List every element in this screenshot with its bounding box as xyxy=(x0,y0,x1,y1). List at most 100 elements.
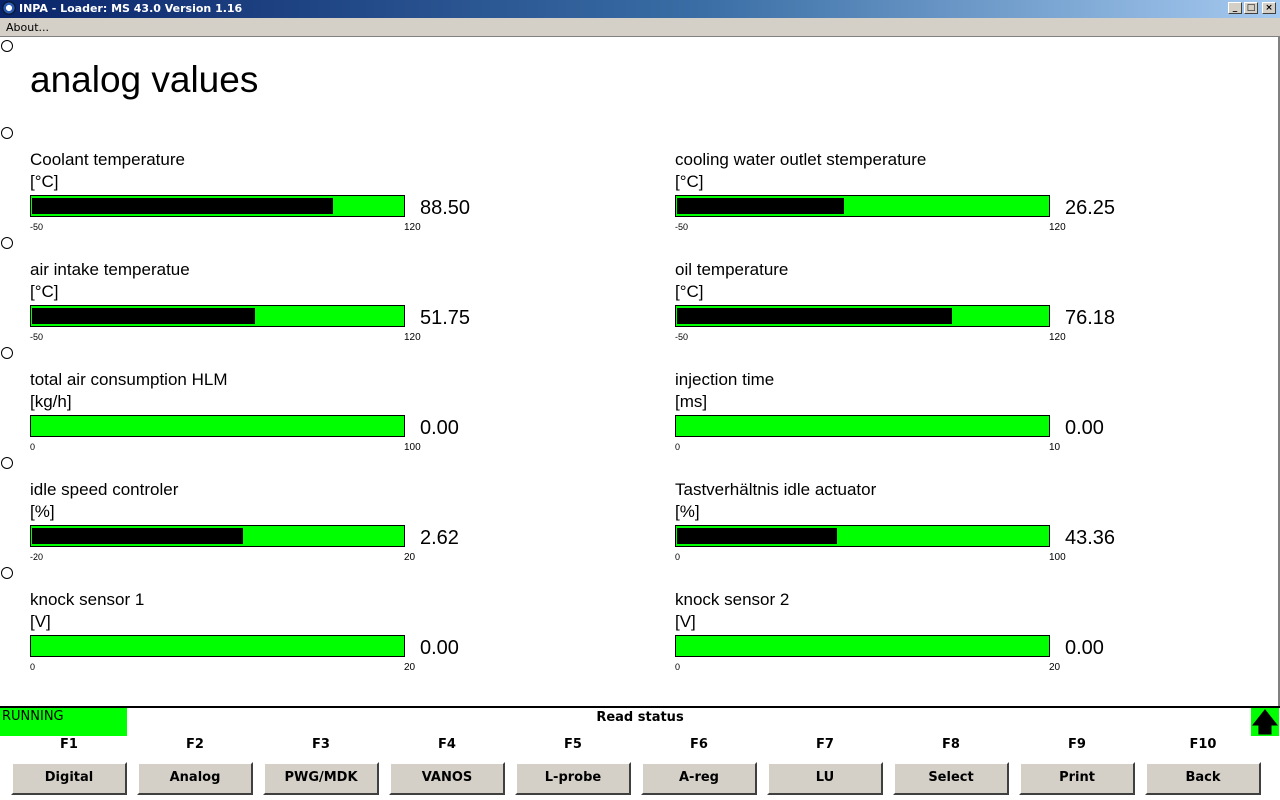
gauge-bar xyxy=(30,195,405,217)
gauge-label: Coolant temperature xyxy=(30,150,185,169)
gauge-value: 0.00 xyxy=(420,637,459,659)
radio-button[interactable] xyxy=(1,457,13,469)
gauge-label: Tastverhältnis idle actuator xyxy=(675,480,877,499)
gauge: knock sensor 2 [V] 0.00 0 20 xyxy=(675,590,1135,680)
gauge-label: idle speed controler xyxy=(30,480,179,499)
gauge-value: 51.75 xyxy=(420,307,471,329)
fkey-button-a-reg[interactable]: A-reg xyxy=(641,762,757,795)
gauge-min: 0 xyxy=(675,662,681,672)
gauge-label: cooling water outlet stemperature xyxy=(675,150,927,169)
gauge-fill xyxy=(677,198,844,214)
gauge: air intake temperatue [°C] 51.75 -50 120 xyxy=(30,260,490,350)
gauge-value: 88.50 xyxy=(420,197,471,219)
fkey-button-digital[interactable]: Digital xyxy=(11,762,127,795)
gauge-value: 0.00 xyxy=(420,417,459,439)
menu-bar: About... xyxy=(0,18,1280,37)
gauge-fill xyxy=(677,528,837,544)
menu-about[interactable]: About... xyxy=(6,21,50,34)
gauge-value: 43.36 xyxy=(1065,527,1116,549)
gauge-bar xyxy=(675,635,1050,657)
fkey-button-l-probe[interactable]: L-probe xyxy=(515,762,631,795)
gauge-value: 0.00 xyxy=(1065,417,1104,439)
gauge-min: 0 xyxy=(675,552,681,562)
gauge-unit: [°C] xyxy=(30,172,59,191)
gauge: oil temperature [°C] 76.18 -50 120 xyxy=(675,260,1135,350)
gauge-bar xyxy=(30,415,405,437)
gauge: injection time [ms] 0.00 0 10 xyxy=(675,370,1135,460)
gauge-unit: [V] xyxy=(30,612,51,631)
fkey-button-print[interactable]: Print xyxy=(1019,762,1135,795)
fkey-label: F10 xyxy=(1189,737,1217,752)
gauge-fill xyxy=(677,308,952,324)
gauge-unit: [°C] xyxy=(30,282,59,301)
fkey-button-pwg-mdk[interactable]: PWG/MDK xyxy=(263,762,379,795)
gauge-bar xyxy=(675,195,1050,217)
gauge-unit: [%] xyxy=(675,502,700,521)
gauge: cooling water outlet stemperature [°C] 26.… xyxy=(675,150,1135,240)
gauge-unit: [°C] xyxy=(675,172,704,191)
gauge-min: -50 xyxy=(675,222,689,232)
gauge-max: 100 xyxy=(1049,552,1066,563)
gauge-min: -50 xyxy=(675,332,689,342)
radio-button[interactable] xyxy=(1,567,13,579)
gauge-label: air intake temperatue xyxy=(30,260,190,279)
gauge-value: 26.25 xyxy=(1065,197,1116,219)
fkey-button-lu[interactable]: LU xyxy=(767,762,883,795)
gauge-bar xyxy=(675,305,1050,327)
bmw-logo-icon xyxy=(2,1,16,15)
gauge-value: 2.62 xyxy=(420,527,459,549)
fkey-label: F8 xyxy=(942,737,960,752)
gauge-max: 10 xyxy=(1049,442,1061,453)
gauge-unit: [ms] xyxy=(675,392,708,411)
fkey-button-vanos[interactable]: VANOS xyxy=(389,762,505,795)
fkey-button-back[interactable]: Back xyxy=(1145,762,1261,795)
gauge-label: knock sensor 1 xyxy=(30,590,145,609)
radio-button[interactable] xyxy=(1,347,13,359)
gauge-label: oil temperature xyxy=(675,260,789,279)
gauge-bar xyxy=(675,525,1050,547)
gauge-min: 0 xyxy=(30,662,36,672)
gauge-max: 120 xyxy=(1049,332,1066,343)
fkey-label: F1 xyxy=(60,737,78,752)
fkey-label: F2 xyxy=(186,737,204,752)
gauge-label: total air consumption HLM xyxy=(30,370,228,389)
fkey-label: F4 xyxy=(438,737,456,752)
gauge-fill xyxy=(32,198,333,214)
fkey-label: F9 xyxy=(1068,737,1086,752)
window-title: INPA - Loader: MS 43.0 Version 1.16 xyxy=(19,2,243,15)
gauge-unit: [%] xyxy=(30,502,55,521)
fkey-label: F7 xyxy=(816,737,834,752)
gauge: Tastverhältnis idle actuator [%] 43.36 0 100 xyxy=(675,480,1135,570)
gauge: Coolant temperature [°C] 88.50 -50 120 xyxy=(30,150,490,240)
gauge-min: -20 xyxy=(30,552,44,562)
fkey-button-select[interactable]: Select xyxy=(893,762,1009,795)
gauge-max: 120 xyxy=(404,222,421,233)
gauge: idle speed controler [%] 2.62 -20 20 xyxy=(30,480,490,570)
fkey-label: F6 xyxy=(690,737,708,752)
gauge-bar xyxy=(30,635,405,657)
gauge-max: 120 xyxy=(1049,222,1066,233)
gauge-bar xyxy=(675,415,1050,437)
fkey-label: F3 xyxy=(312,737,330,752)
gauge-label: knock sensor 2 xyxy=(675,590,790,609)
close-icon[interactable]: × xyxy=(1262,2,1276,14)
radio-button[interactable] xyxy=(1,237,13,249)
title-bar: INPA - Loader: MS 43.0 Version 1.16 _ □ … xyxy=(0,0,1280,18)
radio-button[interactable] xyxy=(1,40,13,52)
page-title: analog values xyxy=(30,59,259,100)
minimize-icon[interactable]: _ xyxy=(1228,2,1242,14)
gauge-min: -50 xyxy=(30,332,44,342)
gauge-unit: [kg/h] xyxy=(30,392,72,411)
gauge-max: 20 xyxy=(1049,662,1061,673)
maximize-icon[interactable]: □ xyxy=(1244,2,1258,14)
gauge-fill xyxy=(32,308,255,324)
arrow-up-icon[interactable]: 🡅 xyxy=(1251,707,1279,737)
gauge: knock sensor 1 [V] 0.00 0 20 xyxy=(30,590,490,680)
gauge-max: 20 xyxy=(404,552,416,563)
gauge-bar xyxy=(30,305,405,327)
gauge-value: 0.00 xyxy=(1065,637,1104,659)
gauge-unit: [°C] xyxy=(675,282,704,301)
gauge-max: 100 xyxy=(404,442,421,453)
radio-button[interactable] xyxy=(1,127,13,139)
fkey-button-analog[interactable]: Analog xyxy=(137,762,253,795)
